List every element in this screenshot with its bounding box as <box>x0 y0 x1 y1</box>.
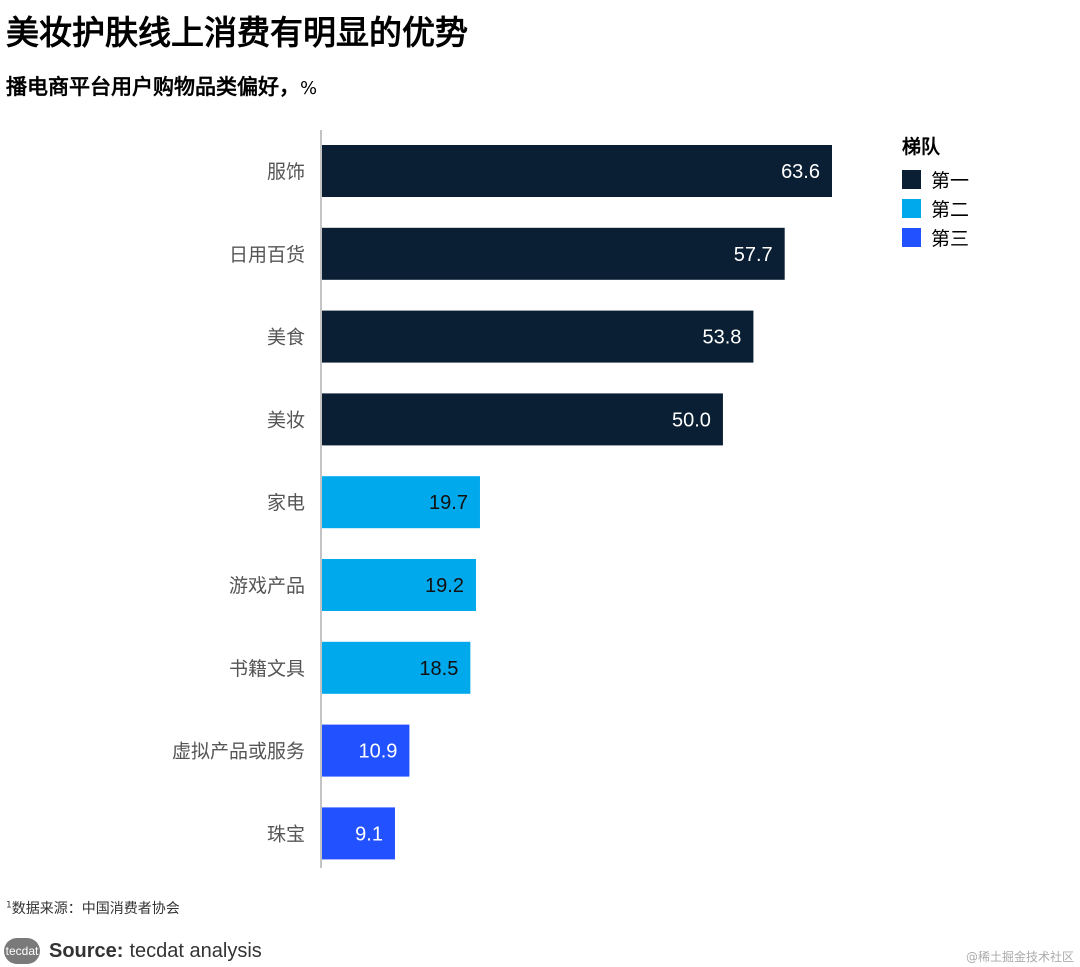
category-label: 珠宝 <box>267 823 305 845</box>
source-row: tecdat Source: tecdat analysis <box>4 938 262 964</box>
legend: 梯队 第一 第二 第三 <box>902 132 969 252</box>
bar <box>322 807 395 860</box>
value-label: 19.7 <box>429 492 468 514</box>
subtitle-text: 播电商平台用户购物品类偏好， <box>6 75 300 99</box>
category-label: 书籍文具 <box>229 658 305 680</box>
category-label: 游戏产品 <box>229 575 305 597</box>
value-label: 53.8 <box>702 327 741 349</box>
watermark: @稀土掘金技术社区 <box>965 950 1074 964</box>
bar <box>322 145 832 197</box>
footnote: 1数据来源：中国消费者协会 <box>6 898 180 918</box>
legend-swatch <box>902 170 921 189</box>
bar <box>322 641 471 694</box>
category-label: 日用百货 <box>229 244 305 266</box>
legend-item-tier-2: 第二 <box>902 194 969 223</box>
chart-title: 美妆护肤线上消费有明显的优势 <box>6 13 468 52</box>
value-label: 18.5 <box>419 658 458 680</box>
category-label: 虚拟产品或服务 <box>172 741 305 763</box>
source-label: Source: <box>49 939 124 962</box>
bar <box>322 559 476 611</box>
legend-label: 第三 <box>931 228 970 250</box>
tecdat-logo: tecdat <box>4 938 40 964</box>
legend-item-tier-1: 第一 <box>902 165 969 194</box>
legend-swatch <box>902 228 921 247</box>
category-label: 美妆 <box>267 409 305 431</box>
value-label: 10.9 <box>358 741 397 763</box>
category-label: 服饰 <box>267 161 305 183</box>
value-label: 50.0 <box>672 409 711 431</box>
bar <box>322 393 723 446</box>
source-text: tecdat analysis <box>129 939 262 962</box>
category-label: 美食 <box>267 327 305 349</box>
legend-item-tier-3: 第三 <box>902 223 969 252</box>
footnote-text: 数据来源：中国消费者协会 <box>11 901 180 917</box>
legend-title: 梯队 <box>902 136 941 158</box>
footnote-marker: 1 <box>6 900 12 911</box>
legend-label: 第一 <box>931 170 970 192</box>
category-label: 家电 <box>267 492 305 514</box>
bar <box>322 227 785 280</box>
value-label: 57.7 <box>734 244 773 266</box>
legend-label: 第二 <box>931 199 970 221</box>
bar <box>322 476 480 529</box>
bar <box>322 310 754 363</box>
bar-chart: 服饰 63.6 日用百货 57.7 美食 53.8 美妆 50.0 家电 19.7 游戏产品 19.2… <box>172 130 832 868</box>
subtitle-unit: % <box>300 78 318 99</box>
value-label: 19.2 <box>425 575 464 597</box>
value-label: 9.1 <box>355 823 383 845</box>
chart-subtitle: 播电商平台用户购物品类偏好，% <box>6 71 317 101</box>
legend-swatch <box>902 199 921 218</box>
bar <box>322 724 410 777</box>
value-label: 63.6 <box>781 161 820 183</box>
